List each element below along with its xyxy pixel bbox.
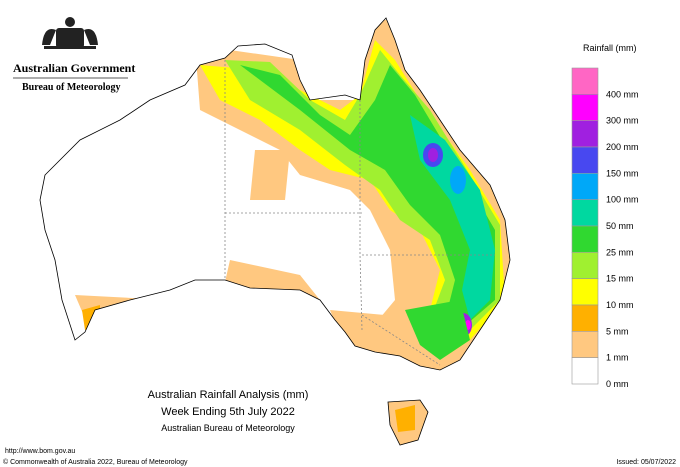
legend-swatch <box>571 146 599 174</box>
legend-swatch <box>571 67 599 95</box>
title-line: Australian Bureau of Meteorology <box>161 423 295 433</box>
legend-label: 50 mm <box>606 221 634 231</box>
legend-label: 200 mm <box>606 142 639 152</box>
url: http://www.bom.gov.au <box>5 448 75 455</box>
legend-label: 400 mm <box>606 89 639 99</box>
legend-swatch <box>571 357 599 385</box>
legend-label: 25 mm <box>606 247 634 257</box>
crest <box>42 17 98 49</box>
copyright: © Commonwealth of Australia 2022, Bureau… <box>3 458 188 466</box>
legend-swatch <box>571 173 599 200</box>
legend-swatch <box>571 252 599 279</box>
legend-label: 150 mm <box>606 168 639 178</box>
legend-swatch <box>571 225 599 253</box>
legend-label: 5 mm <box>606 326 629 336</box>
agency: Bureau of Meteorology <box>22 82 121 93</box>
legend-swatch <box>571 94 599 121</box>
issued: Issued: 05/07/2022 <box>616 459 676 466</box>
legend-label: 10 mm <box>606 300 634 310</box>
legend: 400 mm 300 mm 200 mm 150 mm 100 mm 50 mm 25 mm… <box>571 67 639 389</box>
legend-swatch <box>571 120 599 148</box>
legend-label: 15 mm <box>606 274 634 284</box>
legend-swatch <box>571 331 599 358</box>
government: Australian Government <box>13 61 135 75</box>
legend-swatch <box>571 278 599 306</box>
legend-swatch <box>571 199 599 227</box>
legend-label: 300 mm <box>606 116 639 126</box>
title-line: Australian Rainfall Analysis (mm) <box>148 389 309 401</box>
title-line: Week Ending 5th July 2022 <box>161 406 295 418</box>
legend-swatch <box>571 304 599 332</box>
legend-title: Rainfall (mm) <box>583 43 637 53</box>
legend-label: 100 mm <box>606 195 639 205</box>
legend-label: 0 mm <box>606 379 629 389</box>
legend-label: 1 mm <box>606 353 629 363</box>
